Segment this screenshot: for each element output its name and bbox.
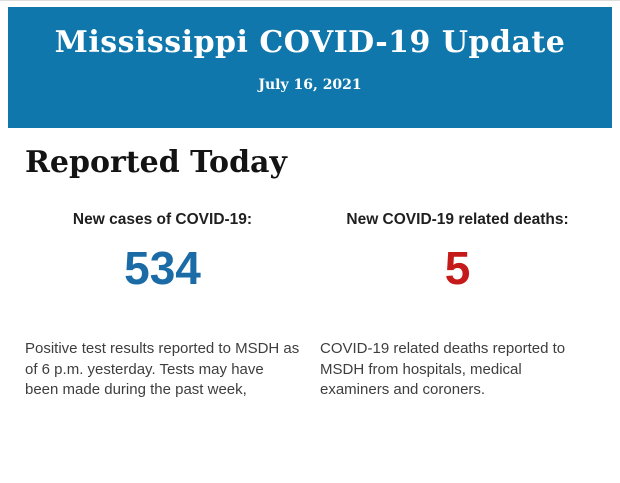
section-heading: Reported Today xyxy=(25,145,287,180)
new-deaths-label: New COVID-19 related deaths: xyxy=(346,211,569,228)
page-title: Mississippi COVID-19 Update xyxy=(54,25,566,60)
stats-row: New cases of COVID-19: 534 Positive test… xyxy=(0,211,620,401)
new-deaths-value: 5 xyxy=(444,242,471,294)
stat-new-cases: New cases of COVID-19: 534 Positive test… xyxy=(25,211,300,401)
stat-new-deaths: New COVID-19 related deaths: 5 COVID-19 … xyxy=(320,211,595,401)
top-edge-line xyxy=(0,0,620,1)
new-cases-value: 534 xyxy=(124,242,201,294)
new-cases-label: New cases of COVID-19: xyxy=(72,211,253,228)
new-cases-description: Positive test results reported to MSDH a… xyxy=(25,340,300,398)
report-date: July 16, 2021 xyxy=(258,77,362,93)
new-deaths-description: COVID-19 related deaths reported to MSDH… xyxy=(320,340,566,398)
header-banner: Mississippi COVID-19 Update July 16, 202… xyxy=(8,7,612,128)
